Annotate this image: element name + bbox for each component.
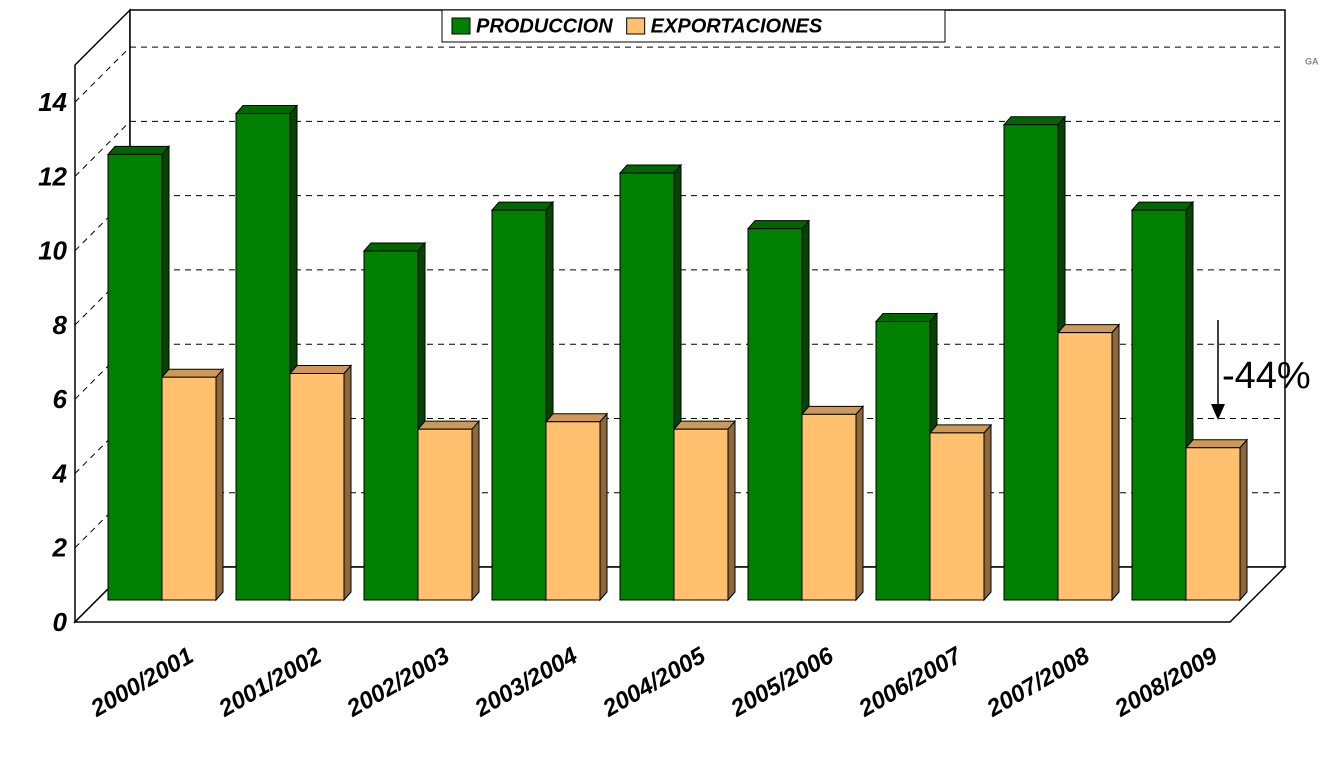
legend-swatch [451,17,471,35]
bar [929,432,985,601]
grid-line [74,46,131,103]
bar-top [416,420,481,430]
bar-top [746,220,811,230]
bar-top [544,413,609,423]
bar [1057,332,1113,601]
bar-side [1239,438,1248,602]
bar-top [1056,324,1121,334]
bar [161,376,217,601]
y-tick-label: 10 [38,236,67,266]
y-tick-label: 2 [52,533,68,563]
bar-top [490,201,555,211]
legend [441,9,946,43]
grid-line [74,343,131,400]
bar-top [874,313,939,322]
bar-side [855,405,864,602]
bar [619,172,675,601]
x-tick-label: 2003/2004 [470,642,583,723]
x-tick-label: 2007/2008 [982,642,1095,723]
bar [289,372,345,601]
bar-side [343,364,352,602]
bar-top [1002,116,1067,126]
y-tick-label: 14 [38,87,67,117]
bar [1131,209,1187,601]
bar-top [1130,201,1195,211]
x-tick-label: 2000/2001 [86,642,199,723]
x-tick-label: 2001/2002 [214,642,327,723]
bar-side [215,367,224,602]
legend-label: EXPORTACIONES [651,15,823,37]
bar [235,113,291,601]
bar-top [106,145,171,155]
bar [875,321,931,601]
bar [747,228,803,601]
bar-top [928,424,993,434]
x-tick-label: 2004/2005 [598,642,711,723]
bar-top [672,420,737,430]
bar [545,421,601,601]
legend-label: PRODUCCION [476,15,613,37]
y-tick-label: 4 [52,458,68,488]
arrow-head [1211,404,1225,420]
y-tick-label: 8 [53,310,68,340]
bar [363,250,419,601]
grid-line [74,269,131,326]
bar [673,428,729,601]
bar-side [599,412,608,602]
bar-side [983,423,992,602]
bar-side [471,419,480,602]
bar [1185,447,1241,601]
bar-top [160,368,225,378]
y-tick-label: 0 [53,607,68,637]
y-tick-label: 6 [53,384,68,414]
bar-side [727,419,736,602]
watermark: GA [1305,56,1319,66]
bar [417,428,473,601]
bar-top [618,164,683,174]
bar-side [1111,323,1120,602]
legend-swatch [626,17,646,35]
grid-line [74,492,131,549]
x-tick-label: 2005/2006 [726,642,839,723]
annotation: -44% [1222,355,1311,397]
x-tick-label: 2008/2009 [1110,642,1223,723]
bar [107,153,163,601]
grid-line [74,195,131,252]
bar [1003,124,1059,601]
bar-top [288,364,353,374]
bar-top [362,242,427,252]
x-tick-label: 2006/2007 [854,641,968,722]
bar-top [1184,439,1249,449]
bar-top [234,105,299,115]
x-tick-label: 2002/2003 [342,642,455,723]
bar [491,209,547,601]
bar-top [800,405,865,415]
grid-line [74,418,131,474]
y-tick-label: 12 [38,161,67,191]
grid-line [74,121,131,177]
bar [801,413,857,601]
